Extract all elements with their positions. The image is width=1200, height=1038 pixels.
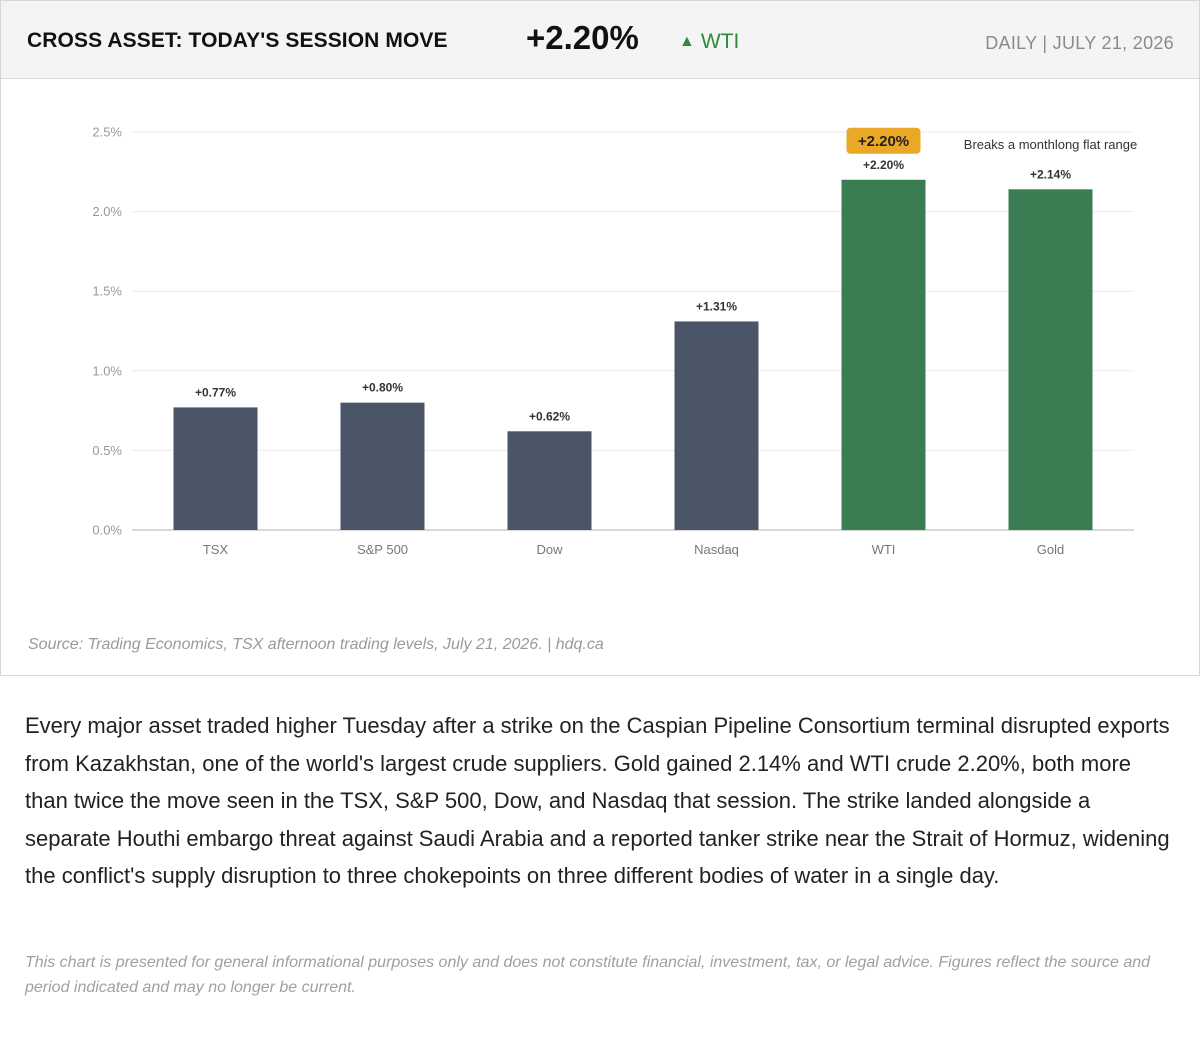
bar-value-label: +0.77% xyxy=(195,385,236,399)
chart-title: CROSS ASSET: TODAY'S SESSION MOVE xyxy=(27,29,448,52)
x-tick-label: Dow xyxy=(536,542,563,557)
x-tick-label: Nasdaq xyxy=(694,542,739,557)
disclaimer: This chart is presented for general info… xyxy=(25,954,1151,996)
highlight-badge-label: +2.20% xyxy=(858,133,909,150)
bar-tsx xyxy=(173,407,258,530)
date-label: DAILY | JULY 21, 2026 xyxy=(985,33,1174,53)
headline-value: +2.20% xyxy=(526,19,639,56)
x-tick-label: WTI xyxy=(872,542,896,557)
bar-gold xyxy=(1008,189,1093,530)
bar-s-p-500 xyxy=(340,402,425,530)
chart-annotation: Breaks a monthlong flat range xyxy=(964,137,1137,152)
bar-chart: 0.0% 0.5% 1.0% 1.5% 2.0% 2.5% +0.77% TSX +0.80% S… xyxy=(92,125,1137,558)
y-tick-label: 1.5% xyxy=(92,284,122,299)
bar-dow xyxy=(507,431,592,530)
headline-tag-label: WTI xyxy=(700,30,740,53)
bar-value-label: +2.20% xyxy=(863,158,904,172)
chart-card: CROSS ASSET: TODAY'S SESSION MOVE +2.20%… xyxy=(0,0,1200,676)
bar-nasdaq xyxy=(674,321,759,530)
bar-value-label: +1.31% xyxy=(696,299,737,313)
y-tick-label: 0.0% xyxy=(92,523,122,538)
bar-value-label: +2.14% xyxy=(1030,167,1071,181)
highlight-badge xyxy=(846,127,921,154)
chart-header: CROSS ASSET: TODAY'S SESSION MOVE +2.20%… xyxy=(1,1,1199,79)
x-tick-label: S&P 500 xyxy=(357,542,408,557)
headline-tag: ▲ WTI xyxy=(679,30,739,54)
source-note: Source: Trading Economics, TSX afternoon… xyxy=(28,636,604,653)
bar-value-label: +0.80% xyxy=(362,381,403,395)
article-paragraph: Every major asset traded higher Tuesday … xyxy=(25,713,1170,888)
up-triangle-icon: ▲ xyxy=(679,33,695,50)
x-tick-label: Gold xyxy=(1037,542,1064,557)
x-tick-label: TSX xyxy=(203,542,229,557)
y-tick-label: 2.0% xyxy=(92,204,122,219)
bar-wti xyxy=(841,179,926,530)
y-tick-label: 1.0% xyxy=(92,363,122,378)
y-tick-label: 2.5% xyxy=(92,125,122,140)
bar-value-label: +0.62% xyxy=(529,409,570,423)
y-tick-label: 0.5% xyxy=(92,443,122,458)
